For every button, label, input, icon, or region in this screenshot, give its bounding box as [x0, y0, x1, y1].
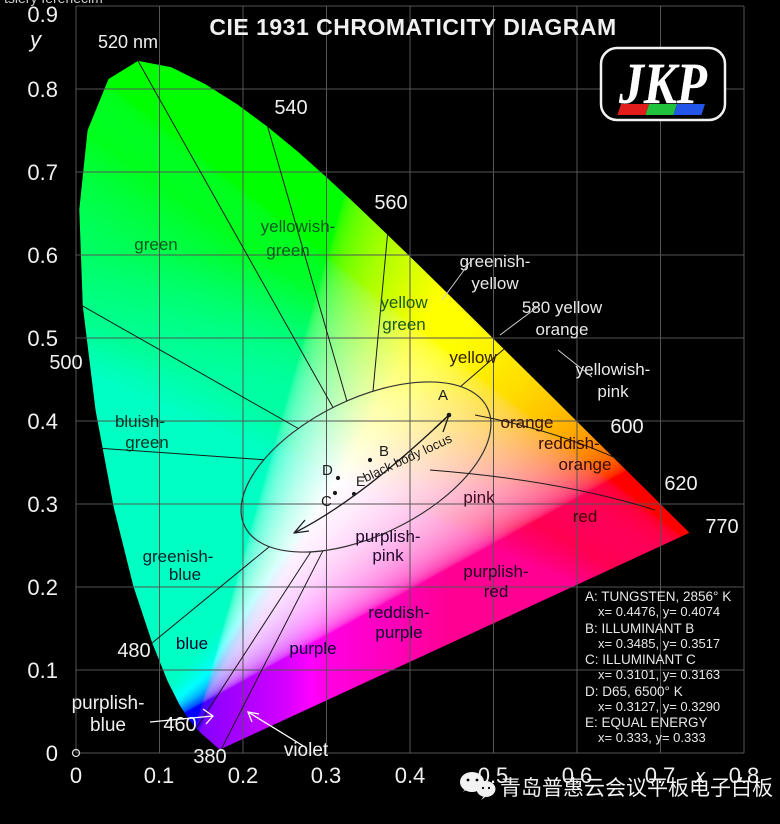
- svg-text:560: 560: [374, 192, 407, 214]
- svg-text:D: D65, 6500° K: D: D65, 6500° K: [585, 684, 683, 699]
- svg-text:yellowish-: yellowish-: [261, 217, 336, 236]
- svg-text:E: EQUAL ENERGY: E: EQUAL ENERGY: [585, 715, 708, 730]
- svg-text:540: 540: [274, 97, 307, 119]
- svg-text:0.2: 0.2: [228, 763, 259, 788]
- svg-text:blue: blue: [169, 565, 201, 584]
- svg-text:460: 460: [163, 714, 196, 736]
- svg-text:x= 0.3127, y= 0.3290: x= 0.3127, y= 0.3290: [598, 699, 720, 714]
- svg-text:red: red: [484, 582, 509, 601]
- svg-text:greenish-: greenish-: [460, 252, 531, 271]
- svg-text:yellow: yellow: [449, 348, 497, 367]
- svg-text:yellowish-: yellowish-: [576, 360, 651, 379]
- svg-text:580 yellow: 580 yellow: [522, 298, 603, 317]
- svg-text:620: 620: [664, 473, 697, 495]
- svg-text:violet: violet: [284, 740, 329, 761]
- svg-text:green: green: [134, 235, 177, 254]
- svg-text:0.6: 0.6: [27, 243, 58, 268]
- svg-text:purple: purple: [375, 623, 422, 642]
- svg-text:pink: pink: [597, 382, 629, 401]
- svg-text:C: ILLUMINANT C: C: ILLUMINANT C: [585, 652, 696, 667]
- svg-text:D: D: [322, 462, 333, 479]
- svg-text:0: 0: [46, 741, 58, 766]
- svg-text:0.1: 0.1: [27, 658, 58, 683]
- svg-text:green: green: [382, 315, 425, 334]
- svg-text:480: 480: [117, 640, 150, 662]
- svg-text:green: green: [266, 241, 309, 260]
- svg-text:pink: pink: [463, 488, 495, 507]
- svg-text:B: B: [379, 443, 389, 460]
- svg-text:C: C: [321, 493, 332, 510]
- svg-text:black body locus: black body locus: [361, 430, 455, 484]
- svg-text:青岛普惠云会议平板电子白板: 青岛普惠云会议平板电子白板: [500, 777, 773, 800]
- svg-text:500: 500: [49, 352, 82, 374]
- svg-text:0.1: 0.1: [144, 763, 175, 788]
- svg-text:red: red: [573, 507, 598, 526]
- svg-text:purplish-: purplish-: [355, 527, 420, 546]
- svg-text:CIE 1931 CHROMATICITY DIAGRAM: CIE 1931 CHROMATICITY DIAGRAM: [209, 14, 616, 40]
- svg-text:0: 0: [70, 763, 82, 788]
- svg-text:0.3: 0.3: [27, 492, 58, 517]
- svg-text:blue: blue: [176, 634, 208, 653]
- svg-text:greenish-: greenish-: [143, 547, 214, 566]
- svg-text:0.4: 0.4: [27, 409, 58, 434]
- svg-text:0.7: 0.7: [27, 160, 58, 185]
- svg-text:0.8: 0.8: [27, 77, 58, 102]
- svg-text:x= 0.3101, y= 0.3163: x= 0.3101, y= 0.3163: [598, 667, 720, 682]
- svg-text:yellow: yellow: [471, 274, 519, 293]
- svg-text:0.5: 0.5: [27, 326, 58, 351]
- svg-text:purple: purple: [289, 639, 336, 658]
- svg-text:0.2: 0.2: [27, 575, 58, 600]
- svg-text:bluish-: bluish-: [115, 412, 165, 431]
- svg-text:520 nm: 520 nm: [98, 32, 158, 52]
- svg-text:orange: orange: [559, 455, 612, 474]
- svg-text:0.3: 0.3: [311, 763, 342, 788]
- svg-text:pink: pink: [372, 546, 404, 565]
- svg-text:x= 0.3485, y= 0.3517: x= 0.3485, y= 0.3517: [598, 636, 720, 651]
- svg-text:B: ILLUMINANT B: B: ILLUMINANT B: [585, 621, 694, 636]
- svg-text:blue: blue: [90, 715, 126, 736]
- svg-text:reddish-: reddish-: [538, 434, 599, 453]
- svg-text:y: y: [28, 27, 43, 52]
- svg-text:yellow: yellow: [380, 293, 428, 312]
- svg-text:purplish-: purplish-: [72, 693, 145, 714]
- svg-text:reddish-: reddish-: [368, 603, 429, 622]
- svg-text:0.9: 0.9: [27, 2, 58, 27]
- svg-text:x= 0.4476, y= 0.4074: x= 0.4476, y= 0.4074: [598, 604, 720, 619]
- svg-text:A: TUNGSTEN, 2856° K: A: TUNGSTEN, 2856° K: [585, 589, 731, 604]
- svg-text:A: A: [438, 387, 448, 404]
- svg-text:green: green: [125, 433, 168, 452]
- svg-text:purplish-: purplish-: [463, 562, 528, 581]
- svg-text:770: 770: [705, 516, 738, 538]
- svg-text:orange: orange: [536, 320, 589, 339]
- svg-text:600: 600: [610, 416, 643, 438]
- svg-text:0.4: 0.4: [395, 763, 426, 788]
- svg-text:x= 0.333, y= 0.333: x= 0.333, y= 0.333: [598, 730, 706, 745]
- svg-text:380: 380: [193, 746, 226, 768]
- svg-text:orange: orange: [501, 413, 554, 432]
